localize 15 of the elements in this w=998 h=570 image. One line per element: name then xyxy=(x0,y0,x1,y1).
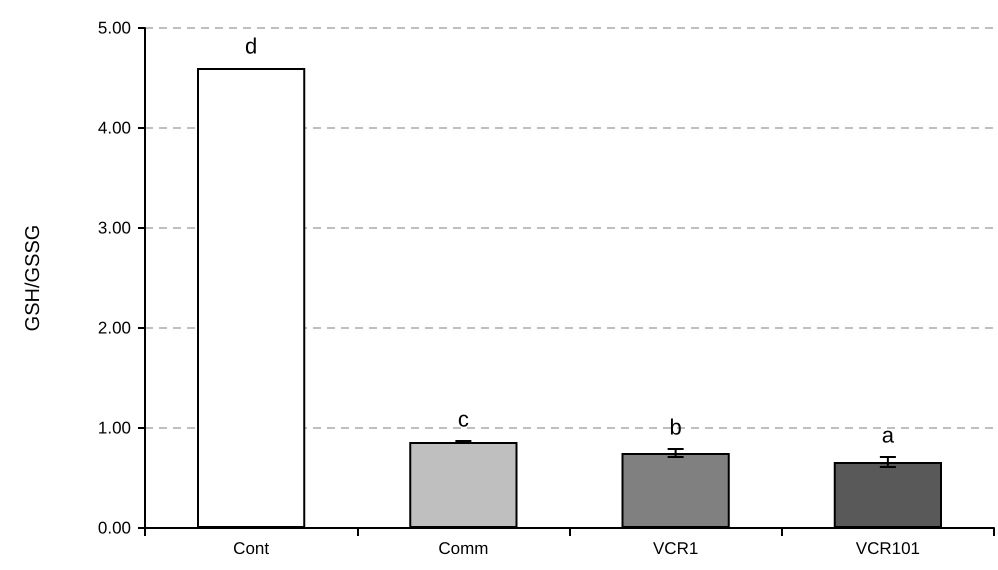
annotation: b xyxy=(670,414,682,440)
y-tick-label: 4.00 xyxy=(98,118,131,138)
y-tick-label: 3.00 xyxy=(98,218,131,238)
annotation: a xyxy=(882,422,895,448)
x-tick-label: VCR1 xyxy=(652,539,698,558)
y-tick-label: 1.00 xyxy=(98,418,131,438)
annotation: d xyxy=(245,34,258,58)
x-tick-label: Cont xyxy=(233,539,270,558)
y-tick-label: 5.00 xyxy=(98,18,131,38)
annotation: c xyxy=(458,406,469,432)
y-tick-label: 0.00 xyxy=(98,518,131,538)
x-tick-label: VCR101 xyxy=(856,539,920,558)
y-tick-label: 2.00 xyxy=(98,318,131,338)
y-axis-title: GSH/GSSG xyxy=(22,224,44,332)
x-tick-label: Comm xyxy=(438,539,488,558)
